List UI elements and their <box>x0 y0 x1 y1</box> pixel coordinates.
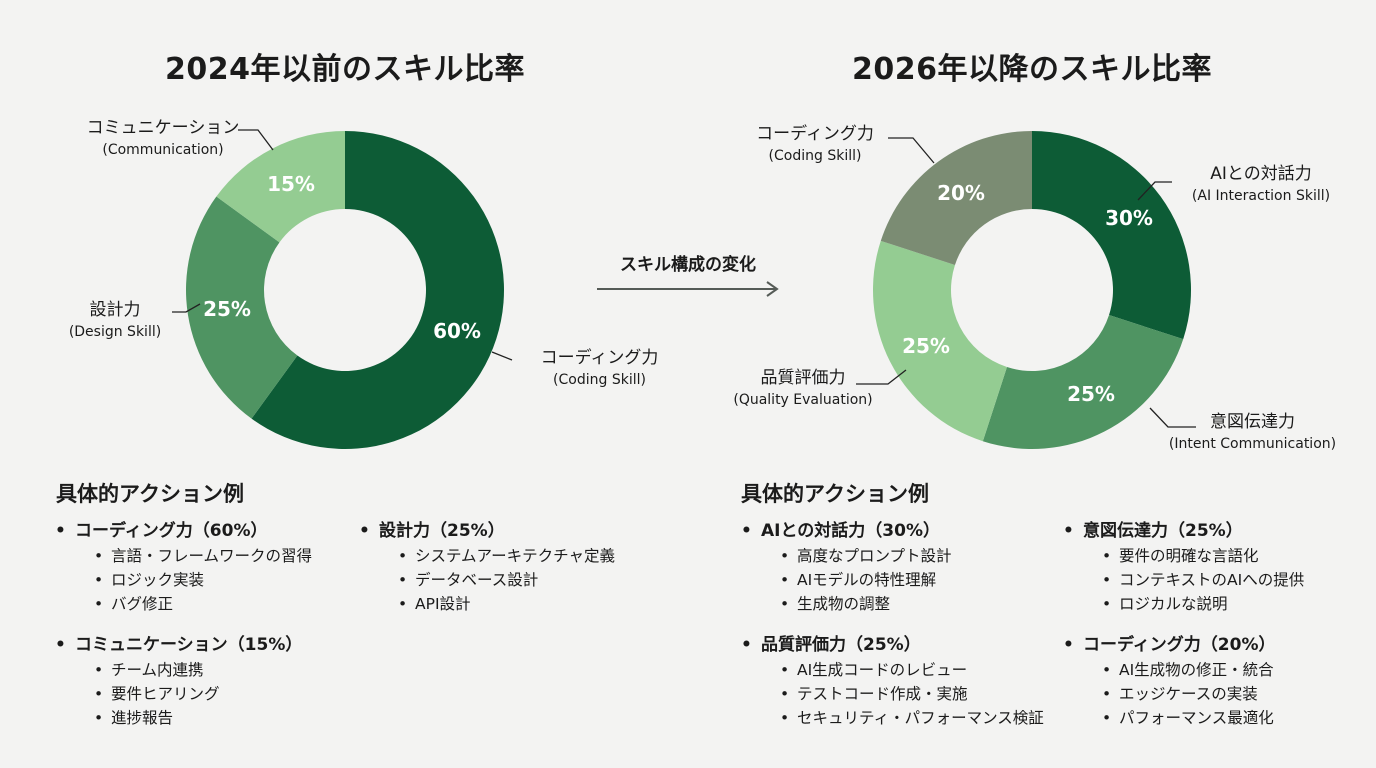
slice-label-coding-2026: コーディング力 (Coding Skill) <box>756 124 874 164</box>
action-group-intent: 意図伝達力（25%） 要件の明確な言語化 コンテキストのAIへの提供 ロジカルな… <box>1083 519 1304 616</box>
list-item: 生成物の調整 <box>780 592 952 616</box>
leader-ai-interaction <box>1137 181 1172 201</box>
list-item: パフォーマンス最適化 <box>1102 706 1276 730</box>
pct-label-ai-interaction: 30% <box>1105 206 1153 230</box>
pct-label-intent: 25% <box>1067 382 1115 406</box>
donut-chart-2024 <box>186 131 504 450</box>
donut-2024-slice-1 <box>186 196 298 419</box>
leader-communication <box>238 129 274 151</box>
actions-heading-left: 具体的アクション例 <box>56 482 244 506</box>
slice-label-design: 設計力 (Design Skill) <box>68 300 162 340</box>
pct-label-design: 25% <box>203 297 251 321</box>
donut-2026-slice-2 <box>873 240 1007 442</box>
leader-quality <box>856 369 907 385</box>
slice-label-communication: コミュニケーション (Communication) <box>86 118 240 158</box>
slice-label-ai-interaction: AIとの対話力 (AI Interaction Skill) <box>1191 164 1331 204</box>
list-item: 要件の明確な言語化 <box>1102 544 1304 568</box>
donut-2024-slice-2 <box>216 131 345 243</box>
transition-arrow <box>597 281 779 297</box>
action-group-quality: 品質評価力（25%） AI生成コードのレビュー テストコード作成・実施 セキュリ… <box>761 633 1044 730</box>
donut-chart-2026 <box>873 131 1191 449</box>
action-group-design: 設計力（25%） システムアーキテクチャ定義 データベース設計 API設計 <box>379 519 615 616</box>
transition-label: スキル構成の変化 <box>620 255 756 275</box>
list-item: AIモデルの特性理解 <box>780 568 952 592</box>
list-item: コンテキストのAIへの提供 <box>1102 568 1304 592</box>
list-item: 高度なプロンプト設計 <box>780 544 952 568</box>
slice-label-coding-2024: コーディング力 (Coding Skill) <box>540 348 659 388</box>
list-item: ロジカルな説明 <box>1102 592 1304 616</box>
list-item: 要件ヒアリング <box>94 682 302 706</box>
donut-2024-slice-0 <box>251 131 504 450</box>
donut-2026-slice-0 <box>1032 131 1191 340</box>
pct-label-communication: 15% <box>267 172 315 196</box>
leader-lines <box>172 129 1196 428</box>
pct-label-quality: 25% <box>902 334 950 358</box>
list-item: データベース設計 <box>398 568 615 592</box>
slice-label-intent: 意図伝達力 (Intent Communication) <box>1168 412 1337 452</box>
list-item: セキュリティ・パフォーマンス検証 <box>780 706 1044 730</box>
list-item: AI生成物の修正・統合 <box>1102 658 1276 682</box>
list-item: AI生成コードのレビュー <box>780 658 1044 682</box>
list-item: エッジケースの実装 <box>1102 682 1276 706</box>
action-group-ai-interaction: AIとの対話力（30%） 高度なプロンプト設計 AIモデルの特性理解 生成物の調… <box>761 519 952 616</box>
list-item: バグ修正 <box>94 592 312 616</box>
list-item: API設計 <box>398 592 615 616</box>
leader-intent <box>1149 407 1196 428</box>
chart-title-2024: 2024年以前のスキル比率 <box>165 52 525 87</box>
leader-design <box>172 303 201 313</box>
action-group-communication: コミュニケーション（15%） チーム内連携 要件ヒアリング 進捗報告 <box>75 633 302 730</box>
actions-heading-right: 具体的アクション例 <box>741 482 929 506</box>
donut-2026-slice-3 <box>880 131 1032 265</box>
pct-label-coding-2026: 20% <box>937 181 985 205</box>
list-item: ロジック実装 <box>94 568 312 592</box>
leader-coding-2026 <box>888 137 935 164</box>
action-group-coding-2026: コーディング力（20%） AI生成物の修正・統合 エッジケースの実装 パフォーマ… <box>1083 633 1276 730</box>
pct-label-coding-2024: 60% <box>433 319 481 343</box>
list-item: 言語・フレームワークの習得 <box>94 544 312 568</box>
leader-coding-2024 <box>491 351 513 361</box>
list-item: テストコード作成・実施 <box>780 682 1044 706</box>
action-group-coding-2024: コーディング力（60%） 言語・フレームワークの習得 ロジック実装 バグ修正 <box>75 519 312 616</box>
list-item: チーム内連携 <box>94 658 302 682</box>
chart-title-2026: 2026年以降のスキル比率 <box>852 52 1212 87</box>
list-item: 進捗報告 <box>94 706 302 730</box>
slice-label-quality: 品質評価力 (Quality Evaluation) <box>733 368 873 408</box>
donut-2026-slice-1 <box>982 315 1184 449</box>
list-item: システムアーキテクチャ定義 <box>398 544 615 568</box>
